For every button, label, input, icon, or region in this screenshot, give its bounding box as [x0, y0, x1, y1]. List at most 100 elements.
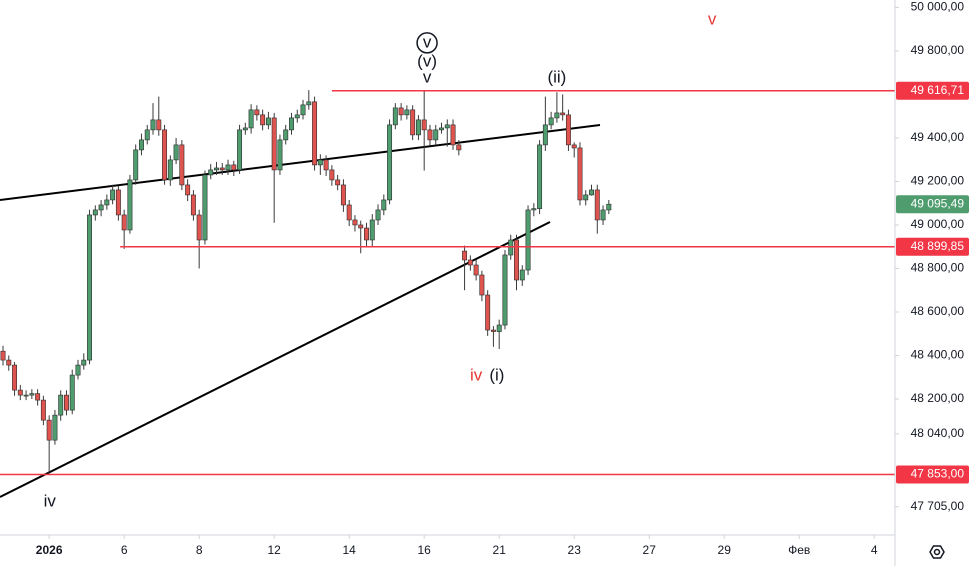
candle-body	[300, 104, 306, 116]
candle-body	[565, 114, 571, 146]
candle-body	[323, 159, 329, 171]
candle-body	[248, 109, 254, 129]
candle-body	[52, 414, 58, 441]
candle-body	[185, 184, 191, 196]
candle-body	[98, 204, 104, 211]
candle-body	[554, 112, 560, 119]
candle-body	[467, 259, 473, 266]
wave-label: iv	[470, 366, 483, 385]
y-tick-label: 50 000,00	[911, 0, 965, 14]
candle-body	[537, 144, 543, 209]
candle-body	[92, 209, 98, 216]
candle-body	[381, 199, 387, 211]
candle-body	[23, 394, 29, 397]
candle-body	[479, 274, 485, 296]
candle-body	[6, 359, 12, 366]
y-tick-label: 48 800,00	[911, 261, 965, 275]
candle-body	[214, 167, 219, 171]
candle-body	[571, 144, 577, 149]
candle-body	[277, 139, 283, 171]
candle-body	[329, 169, 335, 181]
candle-body	[162, 129, 168, 181]
x-tick-label: Фев	[788, 543, 810, 557]
candle-body	[548, 117, 554, 126]
x-tick-label: 16	[418, 543, 432, 557]
candle-body	[29, 393, 35, 396]
candle-body	[46, 419, 52, 441]
candle-body	[219, 167, 225, 171]
candle-body	[369, 219, 375, 241]
candle-body	[167, 159, 173, 181]
candle-body	[294, 114, 300, 119]
candle-body	[404, 109, 410, 116]
candle-body	[519, 269, 525, 281]
candle-body	[439, 127, 444, 131]
candle-body	[64, 394, 69, 411]
candle-body	[139, 139, 144, 151]
candle-body	[525, 209, 531, 271]
candle-body	[127, 179, 133, 231]
candle-body	[115, 189, 121, 216]
candle-body	[583, 194, 589, 201]
candle-body	[306, 101, 312, 106]
candle-body	[415, 119, 421, 136]
candle-body	[450, 124, 456, 146]
candle-body	[144, 129, 150, 141]
candle-body	[410, 109, 416, 136]
candle-body	[81, 359, 87, 366]
candle-body	[427, 129, 433, 141]
candle-body	[358, 224, 364, 229]
y-tick-label: 49 400,00	[911, 130, 965, 144]
y-tick-label: 49 800,00	[911, 43, 965, 57]
candle-body	[254, 109, 260, 116]
candle-body	[312, 101, 318, 166]
candle-body	[594, 189, 600, 221]
x-tick-label: 12	[267, 543, 281, 557]
candle-body	[202, 174, 208, 241]
x-tick-label: 21	[493, 543, 507, 557]
price-label: 48 899,85	[911, 239, 965, 253]
wave-label: (v)	[417, 51, 437, 70]
candle-body	[260, 114, 266, 126]
x-tick-label: 2026	[36, 543, 63, 557]
settings-button[interactable]	[926, 541, 948, 563]
candle-body	[421, 119, 427, 131]
candle-body	[387, 124, 393, 201]
candle-body	[352, 219, 358, 226]
candle-body	[87, 214, 93, 361]
y-tick-label: 48 200,00	[911, 391, 965, 405]
candle-body	[502, 254, 508, 326]
price-label-bg	[896, 81, 969, 100]
candle-body	[265, 117, 271, 126]
candle-body	[75, 364, 81, 376]
y-tick-label: 48 040,00	[911, 426, 965, 440]
candle-body	[242, 127, 248, 131]
y-tick-label: 48 600,00	[911, 304, 965, 318]
wave-label: (i)	[489, 366, 504, 385]
candle-body	[156, 119, 162, 131]
candle-body	[150, 119, 156, 131]
y-tick-label: 47 705,00	[911, 499, 965, 513]
candle-body	[462, 250, 468, 261]
annotation-circle	[416, 32, 438, 54]
candle-body	[173, 144, 179, 161]
candle-body	[335, 179, 341, 186]
candle-body	[398, 107, 404, 116]
price-label-bg	[896, 237, 969, 256]
candle-body	[577, 147, 583, 201]
candle-body	[17, 389, 23, 396]
wave-label: v	[423, 32, 432, 51]
candle-body	[496, 324, 502, 332]
x-tick-label: 27	[643, 543, 657, 557]
candle-body	[179, 144, 185, 186]
candle-body	[58, 394, 64, 416]
price-label: 49 616,71	[911, 83, 965, 97]
candle-body	[542, 124, 548, 146]
candle-body	[473, 264, 479, 276]
candle-body	[208, 169, 214, 176]
candle-body	[271, 117, 277, 171]
candle-body	[35, 393, 41, 401]
candle-body	[225, 164, 231, 171]
candle-body	[231, 164, 237, 171]
x-tick-label: 14	[343, 543, 357, 557]
